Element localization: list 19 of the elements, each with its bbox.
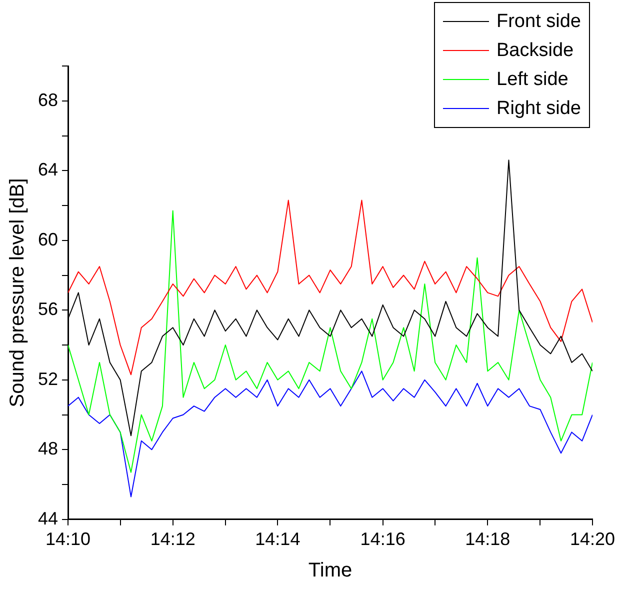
y-tick-label: 68	[38, 90, 58, 110]
legend-label: Left side	[496, 68, 568, 92]
x-tick-label: 14:10	[46, 529, 91, 550]
x-tick-label: 14:12	[150, 529, 196, 550]
y-tick-label: 60	[38, 229, 58, 250]
legend-label: Front side	[496, 10, 581, 34]
x-tick-label: 14:14	[255, 529, 300, 550]
y-tick-label: 44	[38, 508, 58, 528]
legend-label: Backside	[496, 39, 574, 63]
y-tick-label: 56	[38, 299, 58, 320]
y-tick-label: 48	[38, 438, 58, 459]
x-axis-title: Time	[308, 560, 352, 582]
y-axis-title: Sound pressure level [dB]	[6, 178, 29, 408]
x-tick-label: 14:20	[570, 529, 615, 550]
y-tick-label: 64	[38, 160, 58, 180]
x-tick-label: 14:16	[360, 529, 406, 550]
x-tick-label: 14:18	[465, 529, 510, 550]
y-tick-label: 52	[38, 368, 58, 389]
legend-label: Right side	[496, 97, 581, 121]
